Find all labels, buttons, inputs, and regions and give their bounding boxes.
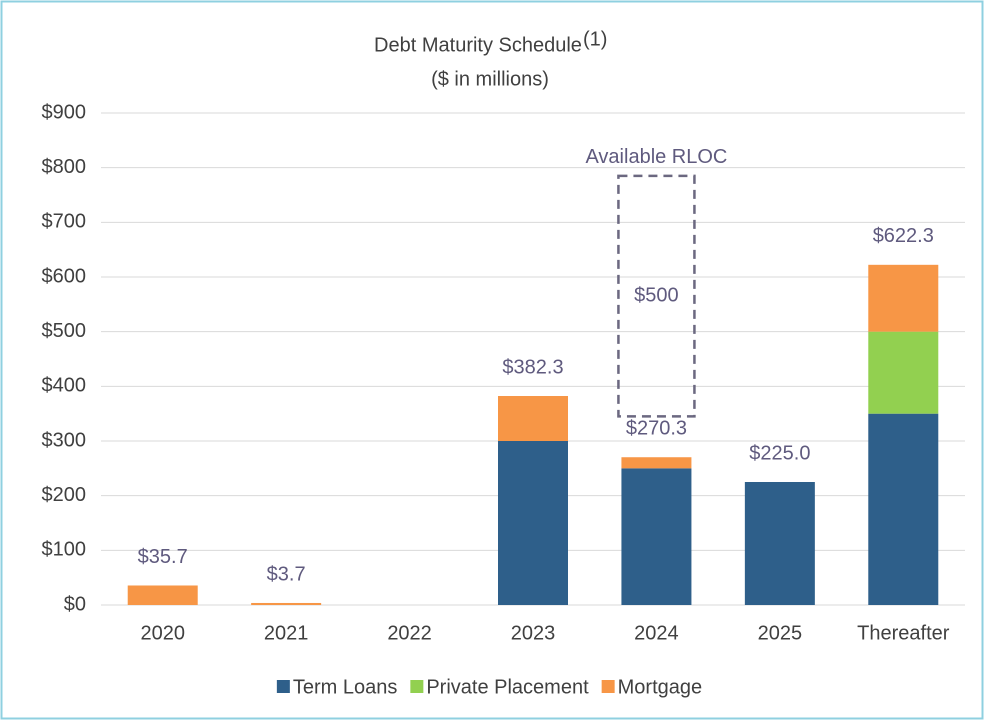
x-tick-label: 2022	[387, 622, 432, 644]
total-label: $35.7	[138, 546, 188, 568]
y-tick-label: $400	[42, 375, 87, 397]
y-tick-label: $300	[42, 429, 87, 451]
legend-label: Private Placement	[426, 676, 589, 698]
y-tick-label: $500	[42, 320, 87, 342]
chart-subtitle: ($ in millions)	[431, 68, 549, 90]
total-label: $382.3	[502, 356, 563, 378]
legend-swatch	[601, 680, 615, 693]
legend-swatch	[410, 680, 424, 693]
chart-title: Debt Maturity Schedule	[374, 34, 582, 56]
y-tick-label: $200	[42, 484, 87, 506]
bar-segment	[868, 264, 939, 332]
bar-segment	[498, 396, 568, 441]
x-tick-label: 2021	[264, 622, 309, 644]
x-tick-label: Thereafter	[857, 622, 950, 644]
y-tick-label: $700	[42, 211, 87, 233]
rloc-box	[617, 174, 696, 418]
bar-segment	[498, 441, 568, 605]
title-note: (1)	[583, 28, 607, 50]
x-tick-label: 2025	[758, 622, 803, 644]
rloc-value: $500	[634, 284, 679, 306]
y-tick-label: $800	[42, 156, 87, 178]
bar-segment	[127, 585, 198, 605]
y-tick-label: $600	[42, 265, 87, 287]
x-tick-label: 2023	[511, 622, 556, 644]
x-tick-label: 2024	[634, 622, 679, 644]
legend-swatch	[276, 680, 290, 693]
bar-segment	[251, 602, 322, 605]
legend-label: Term Loans	[293, 676, 398, 698]
total-label: $270.3	[626, 418, 687, 440]
rloc-text-bg	[628, 283, 685, 310]
y-tick-label: $900	[42, 101, 87, 123]
bar-segment	[868, 331, 939, 414]
bar-segment	[744, 482, 815, 605]
bar-segment	[868, 413, 939, 605]
total-label: $3.7	[267, 563, 306, 585]
legend-label: Mortgage	[618, 676, 703, 698]
bar-segment	[621, 468, 692, 605]
rloc-label: Available RLOC	[585, 146, 727, 168]
y-tick-label: $100	[42, 539, 87, 561]
total-label: $622.3	[873, 225, 934, 247]
bar-segment	[621, 457, 692, 469]
x-tick-label: 2020	[140, 622, 185, 644]
total-label: $225.0	[749, 442, 810, 464]
y-tick-label: $0	[64, 593, 86, 615]
